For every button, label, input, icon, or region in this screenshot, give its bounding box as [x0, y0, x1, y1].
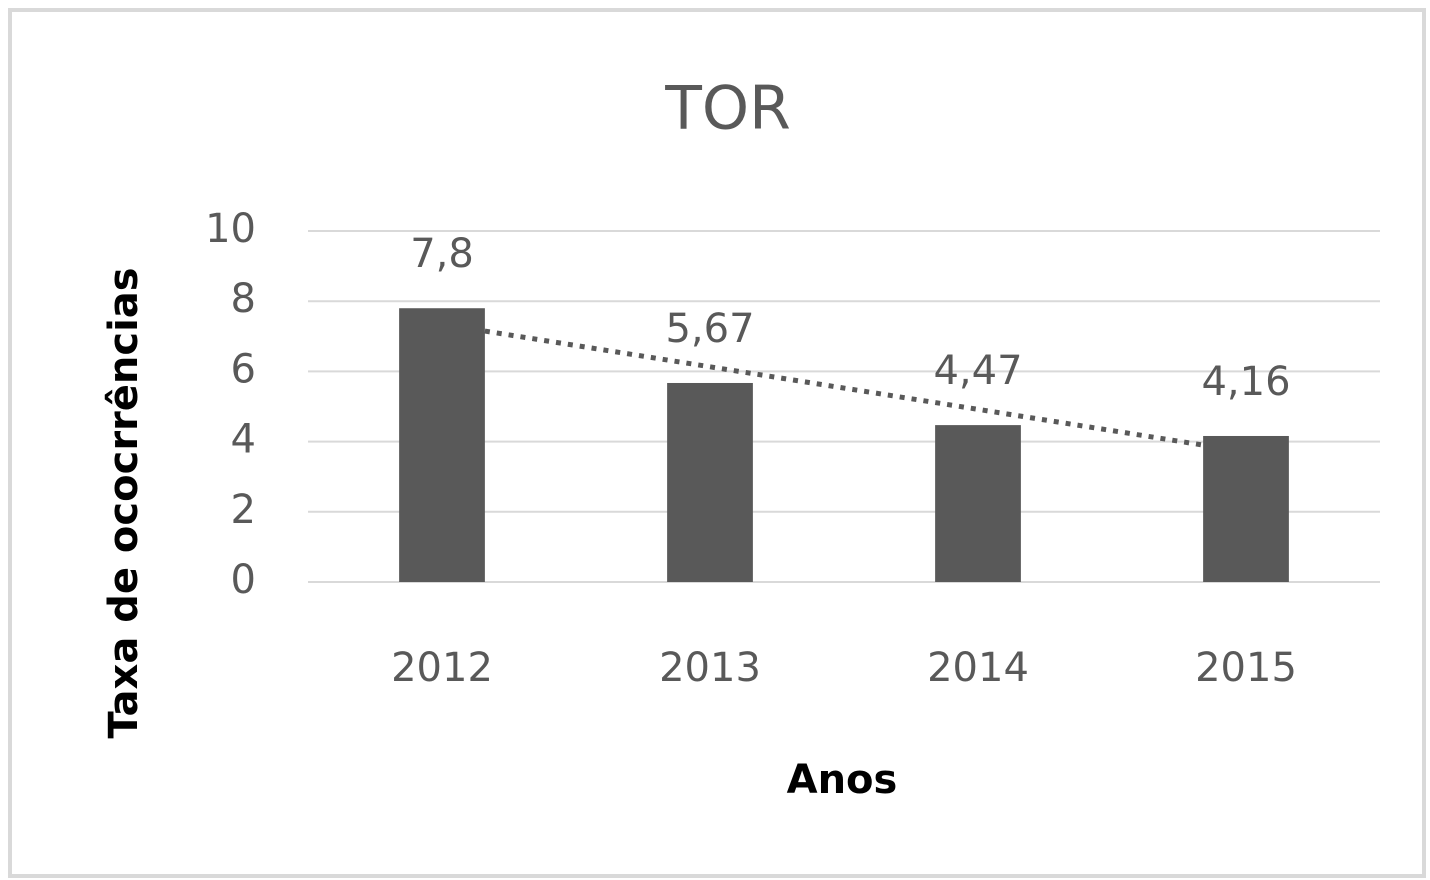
- bar: [667, 382, 753, 582]
- data-label: 5,67: [665, 306, 754, 352]
- y-tick-label: 2: [231, 487, 256, 533]
- y-tick-label: 6: [231, 346, 256, 392]
- bar: [935, 425, 1021, 582]
- bar: [1203, 435, 1289, 582]
- trendline: [484, 328, 1204, 448]
- x-axis-label: Anos: [787, 757, 898, 803]
- data-label: 4,16: [1201, 359, 1290, 405]
- y-axis-label: Taxa de ococrrências: [101, 267, 147, 738]
- chart-title: TOR: [664, 74, 791, 144]
- y-tick-label: 8: [231, 276, 256, 322]
- x-tick-label: 2014: [927, 645, 1029, 691]
- y-tick-label: 4: [231, 417, 256, 463]
- x-tick-label: 2015: [1195, 645, 1297, 691]
- data-label: 7,8: [410, 231, 474, 277]
- x-tick-label: 2013: [659, 645, 761, 691]
- y-tick-label: 0: [231, 557, 256, 603]
- bar: [399, 308, 485, 582]
- data-label: 4,47: [933, 348, 1022, 394]
- x-tick-label: 2012: [391, 645, 493, 691]
- y-tick-label: 10: [205, 206, 256, 252]
